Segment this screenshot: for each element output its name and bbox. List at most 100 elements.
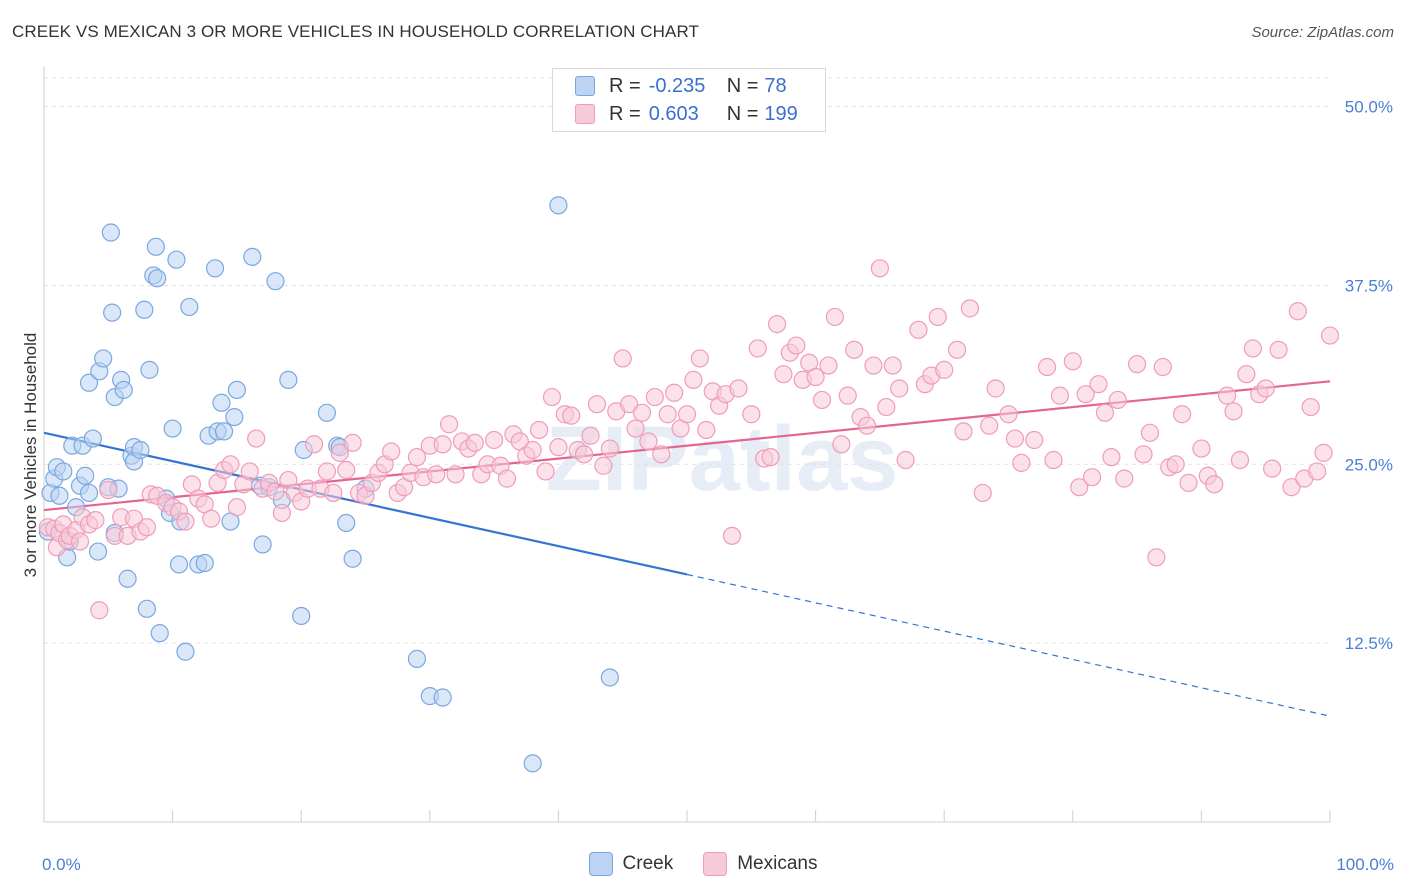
point-mexicans <box>1063 352 1082 371</box>
point-mexicans <box>652 445 671 464</box>
point-mexicans <box>1037 357 1057 377</box>
point-mexicans <box>935 360 954 379</box>
point-mexicans <box>684 370 703 389</box>
point-mexicans <box>324 483 343 503</box>
point-mexicans <box>909 320 928 339</box>
point-creek <box>523 754 542 773</box>
point-mexicans <box>845 340 864 359</box>
point-mexicans <box>427 465 446 484</box>
point-mexicans <box>613 349 632 368</box>
point-mexicans <box>857 416 877 435</box>
point-mexicans <box>272 503 292 523</box>
point-mexicans <box>1230 450 1250 470</box>
point-creek <box>214 422 234 441</box>
point-creek <box>225 407 244 427</box>
point-mexicans <box>1153 357 1172 377</box>
point-mexicans <box>1237 365 1256 384</box>
series-legend: Creek Mexicans <box>0 852 1406 876</box>
data-points <box>38 196 1340 773</box>
trend-line-extension-creek <box>686 573 1331 717</box>
point-creek <box>150 624 169 643</box>
point-mexicans <box>819 356 838 375</box>
point-mexicans <box>1115 469 1134 488</box>
point-mexicans <box>1179 473 1198 493</box>
point-mexicans <box>1288 302 1307 321</box>
point-mexicans <box>542 387 562 407</box>
point-mexicans <box>1012 453 1031 472</box>
point-mexicans <box>1269 340 1288 359</box>
point-creek <box>180 297 199 317</box>
point-creek <box>135 300 154 319</box>
source-credit: Source: ZipAtlas.com <box>1251 24 1394 41</box>
point-mexicans <box>1301 397 1320 417</box>
r-label: R = <box>609 102 641 125</box>
point-mexicans <box>266 482 285 501</box>
y-tick-label: 37.5% <box>1345 276 1393 295</box>
point-mexicans <box>99 480 118 500</box>
point-mexicans <box>690 349 709 368</box>
point-mexicans <box>530 420 549 440</box>
point-mexicans <box>562 406 581 425</box>
point-mexicans <box>1218 386 1237 405</box>
point-mexicans <box>632 403 652 422</box>
point-mexicans <box>825 307 844 327</box>
point-mexicans <box>877 397 896 417</box>
point-mexicans <box>896 450 915 470</box>
y-tick-label: 12.5% <box>1345 634 1393 653</box>
mexicans-swatch <box>575 104 595 124</box>
point-mexicans <box>639 432 658 451</box>
point-mexicans <box>433 435 452 454</box>
point-creek <box>433 688 452 707</box>
point-creek <box>146 237 165 256</box>
mexicans-legend-swatch <box>703 852 728 876</box>
y-axis-label: 3 or more Vehicles in Household <box>21 333 40 578</box>
point-mexicans <box>1070 478 1089 497</box>
point-mexicans <box>1243 339 1262 358</box>
point-mexicans <box>221 455 240 474</box>
point-mexicans <box>575 445 594 464</box>
point-mexicans <box>317 462 337 481</box>
point-mexicans <box>960 299 980 318</box>
point-mexicans <box>1025 430 1044 450</box>
point-creek <box>88 542 108 561</box>
point-mexicans <box>999 405 1018 424</box>
legend-item-mexicans: Mexicans <box>703 852 817 876</box>
point-creek <box>54 462 73 481</box>
point-mexicans <box>986 379 1005 398</box>
point-mexicans <box>658 405 677 424</box>
point-mexicans <box>1224 402 1243 421</box>
r-value: 0.603 <box>648 102 699 125</box>
point-mexicans <box>787 336 806 355</box>
point-creek <box>148 269 167 288</box>
point-creek <box>163 419 182 438</box>
point-mexicans <box>1140 423 1160 442</box>
point-mexicans <box>806 367 825 387</box>
point-mexicans <box>304 435 324 454</box>
point-mexicans <box>549 438 568 457</box>
point-mexicans <box>1044 450 1063 470</box>
point-mexicans <box>465 433 484 452</box>
point-mexicans <box>1095 403 1115 422</box>
legend-label-creek: Creek <box>622 853 674 874</box>
point-creek <box>253 535 272 554</box>
point-mexicans <box>812 390 832 410</box>
point-creek <box>600 668 619 687</box>
point-mexicans <box>446 465 465 484</box>
point-mexicans <box>890 379 909 398</box>
point-mexicans <box>581 426 600 445</box>
point-mexicans <box>536 462 555 481</box>
point-mexicans <box>523 440 542 460</box>
point-creek <box>79 483 99 503</box>
point-creek <box>50 486 69 505</box>
point-mexicans <box>1282 478 1301 497</box>
point-mexicans <box>677 405 697 424</box>
stats-row-mexicans: R = 0.603 N = 199 <box>575 101 798 127</box>
tick-labels: 12.5% 25.0% 37.5% 50.0% 0.0% 100.0% <box>42 98 1394 874</box>
point-mexicans <box>928 307 947 327</box>
point-mexicans <box>1050 386 1070 405</box>
point-mexicans <box>1256 379 1275 398</box>
point-mexicans <box>973 483 992 503</box>
point-mexicans <box>1320 326 1340 345</box>
point-mexicans <box>1082 468 1102 487</box>
point-mexicans <box>202 509 221 528</box>
